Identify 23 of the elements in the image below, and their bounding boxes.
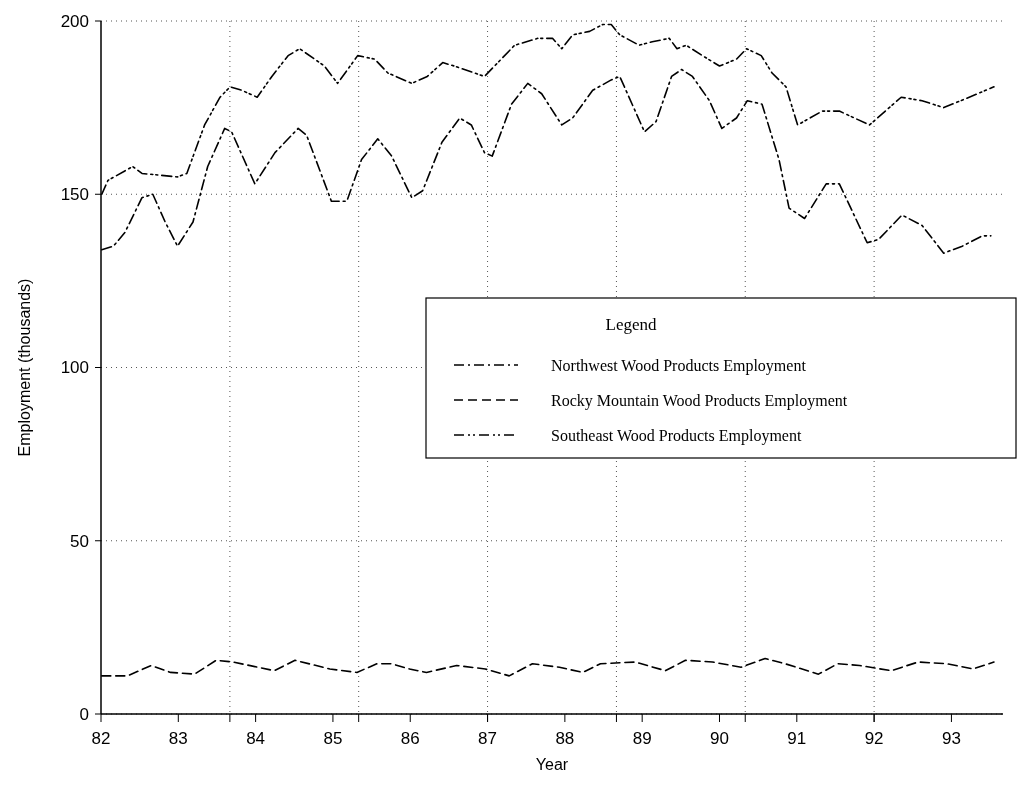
x-tick-label: 89 xyxy=(632,729,652,748)
x-tick-label: 85 xyxy=(323,729,343,748)
legend-label: Southeast Wood Products Employment xyxy=(551,426,802,445)
legend-title: Legend xyxy=(605,315,657,334)
x-tick-label: 87 xyxy=(478,729,498,748)
x-axis-title: Year xyxy=(535,756,569,773)
y-tick-label: 150 xyxy=(60,185,89,205)
y-tick-label: 50 xyxy=(70,531,89,551)
x-tick-label: 82 xyxy=(91,729,111,748)
x-tick-label: 86 xyxy=(400,729,420,748)
y-tick-label: 200 xyxy=(60,11,89,31)
y-tick-label: 100 xyxy=(60,358,89,378)
x-tick-label: 93 xyxy=(941,729,961,748)
x-tick-label: 90 xyxy=(710,729,729,748)
x-tick-label: 92 xyxy=(864,729,884,748)
y-tick-label: 0 xyxy=(79,704,89,724)
legend-label: Rocky Mountain Wood Products Employment xyxy=(551,391,848,410)
x-tick-label: 84 xyxy=(246,729,266,748)
y-axis-title: Employment (thousands) xyxy=(16,278,33,457)
x-tick-label: 91 xyxy=(787,729,807,748)
x-tick-label: 83 xyxy=(168,729,188,748)
x-tick-label: 88 xyxy=(555,729,575,748)
legend-label: Northwest Wood Products Employment xyxy=(551,356,807,375)
